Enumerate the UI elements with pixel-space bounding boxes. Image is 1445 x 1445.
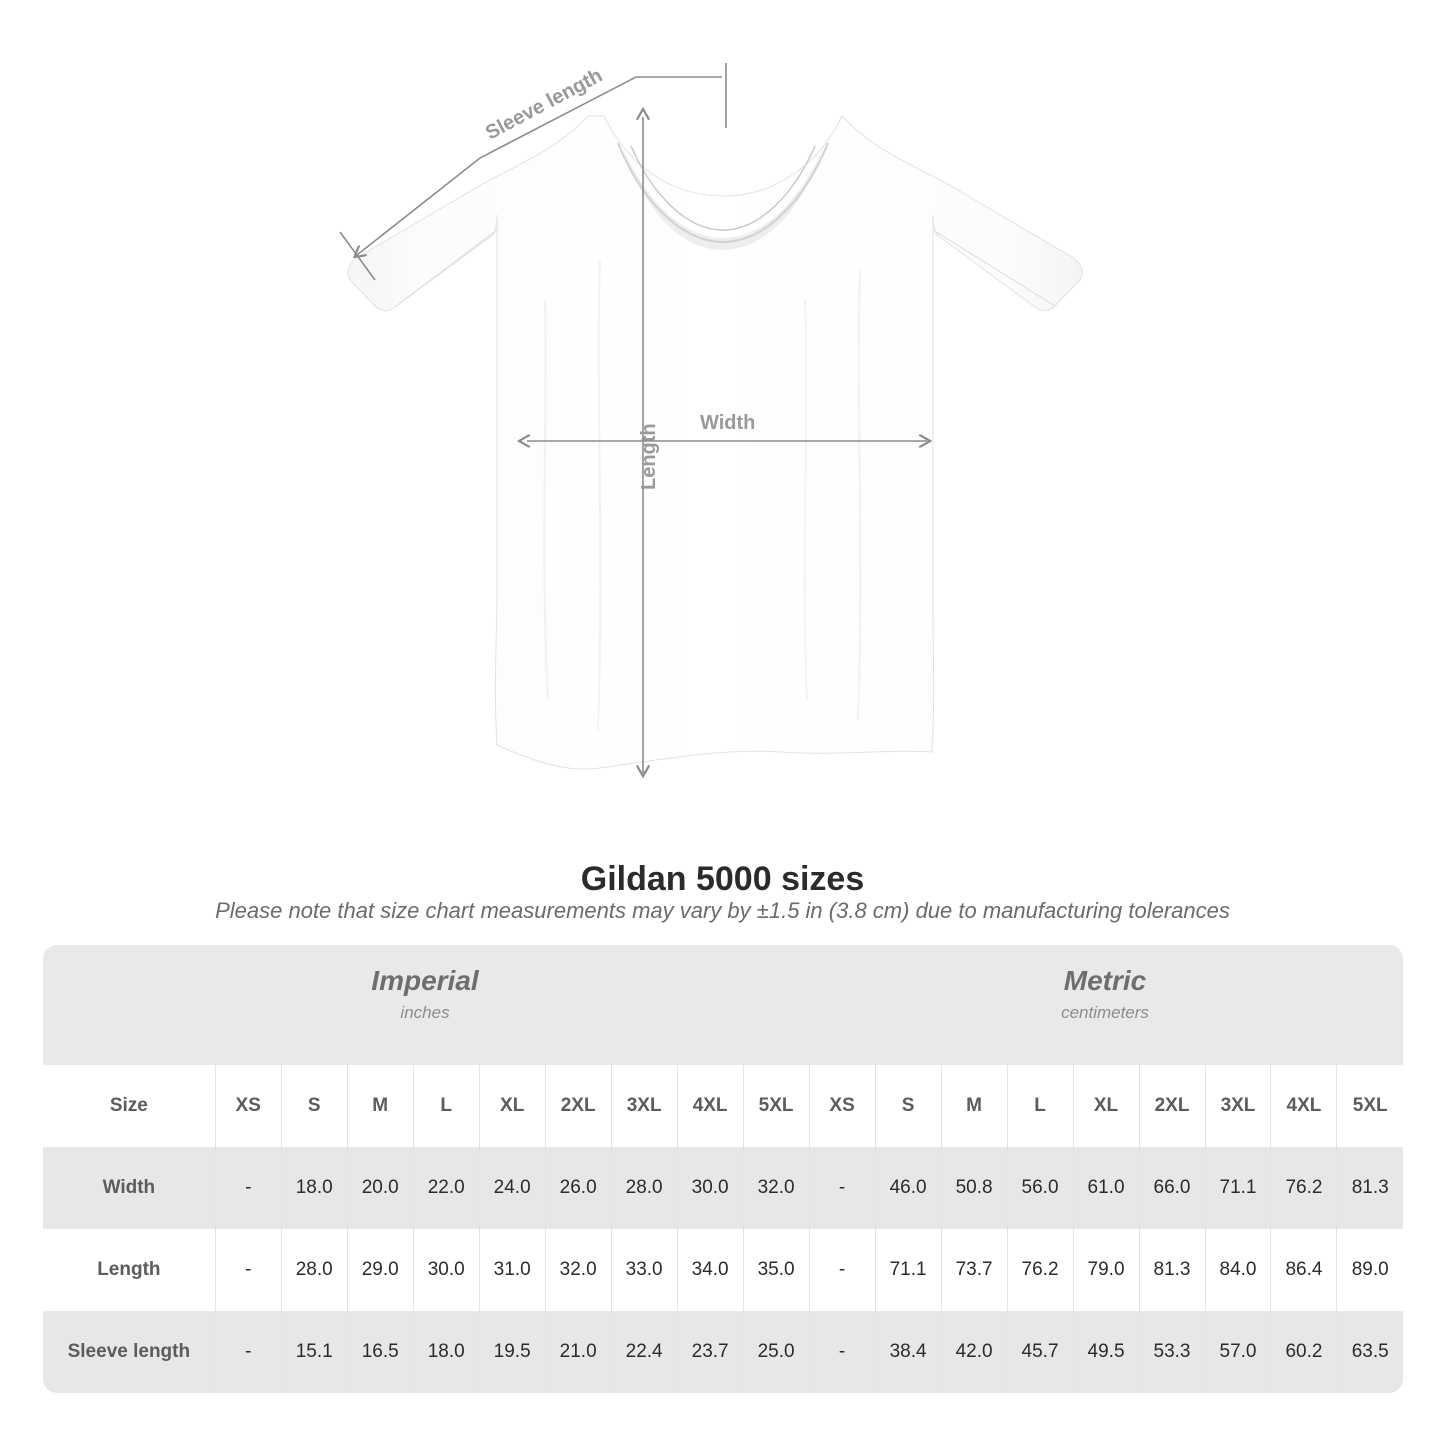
svg-text:Length: Length — [638, 423, 660, 490]
svg-text:Width: Width — [700, 412, 755, 434]
